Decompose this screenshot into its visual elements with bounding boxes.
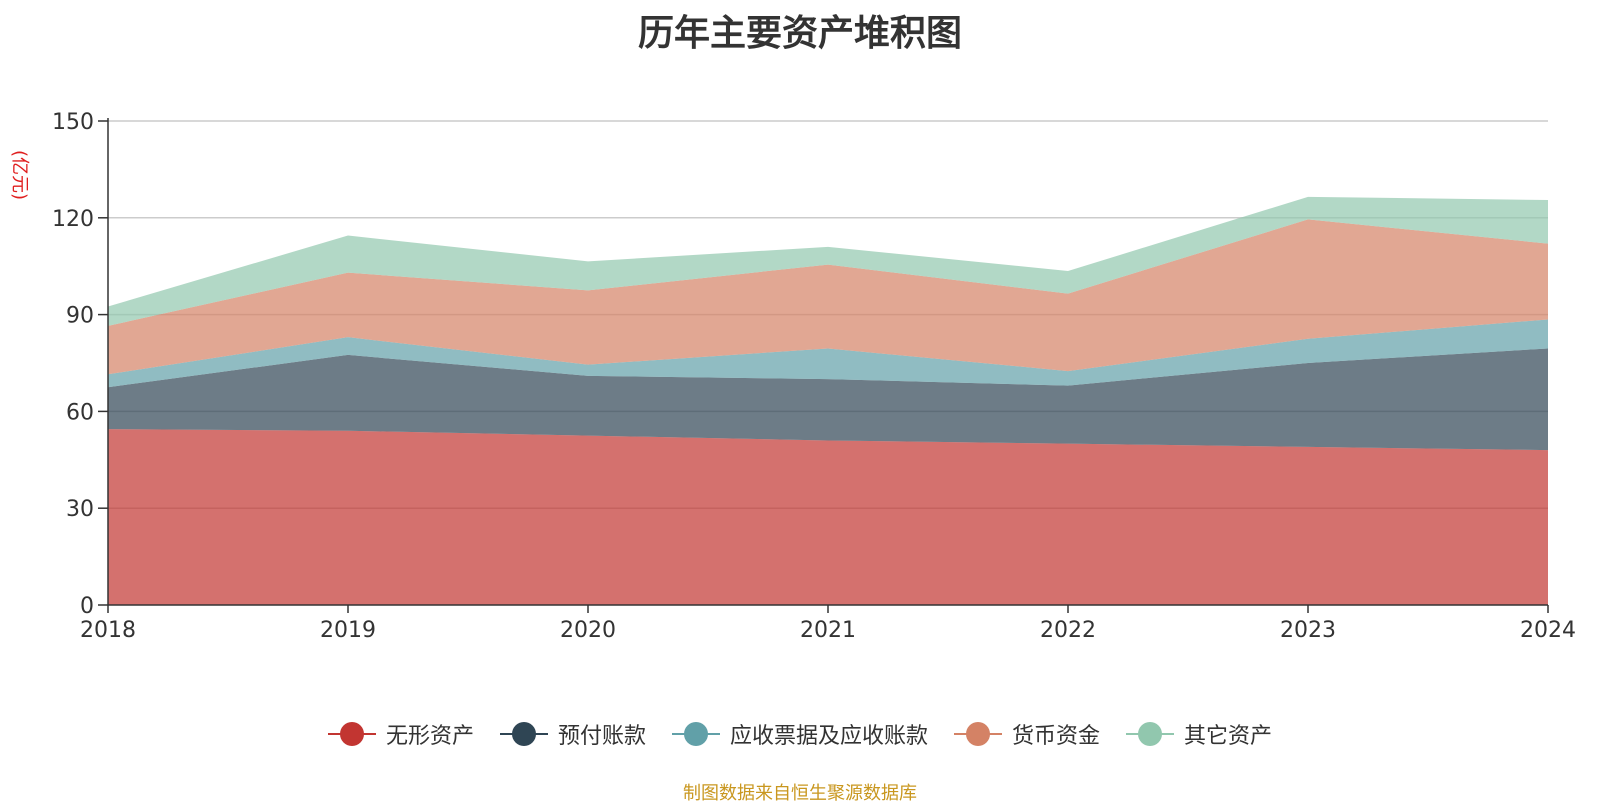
x-tick-label: 2019 (320, 618, 376, 643)
area-series-1 (108, 429, 1548, 605)
legend-label: 预付账款 (557, 724, 646, 749)
y-tick-label: 60 (66, 400, 94, 425)
data-source-note: 制图数据来自恒生聚源数据库 (683, 783, 917, 804)
legend-item-1[interactable]: 无形资产 (327, 718, 474, 750)
x-tick-label: 2023 (1280, 618, 1336, 643)
legend-marker-icon (499, 722, 548, 746)
legend-marker-icon (1126, 722, 1175, 746)
legend: 无形资产 预付账款 应收票据及应收账款 货币资金 其它资产 (0, 718, 1600, 750)
x-tick-label: 2021 (800, 618, 856, 643)
area-series-5 (108, 196, 1548, 326)
x-tick-label: 2024 (1520, 618, 1576, 643)
x-tick-label: 2022 (1040, 618, 1096, 643)
legend-item-4[interactable]: 货币资金 (954, 718, 1100, 750)
y-tick-label: 150 (52, 110, 94, 135)
legend-label: 无形资产 (385, 724, 474, 749)
area-series-3 (108, 319, 1548, 388)
legend-marker-icon (671, 722, 720, 746)
y-tick-label: 30 (66, 497, 94, 522)
legend-marker-icon (954, 722, 1002, 746)
axes: 0 30 60 90 120 150 2018 2019 2020 2021 2022 2023 202… (52, 110, 1576, 643)
legend-item-5[interactable]: 其它资产 (1126, 718, 1272, 750)
area-series-2 (108, 348, 1548, 451)
area-series-4 (108, 219, 1548, 375)
legend-label: 应收票据及应收账款 (729, 724, 928, 749)
legend-item-3[interactable]: 应收票据及应收账款 (671, 718, 928, 750)
y-tick-label: 0 (80, 594, 94, 619)
legend-label: 其它资产 (1184, 724, 1273, 749)
legend-marker-icon (327, 722, 376, 746)
area-series (108, 196, 1548, 605)
y-tick-label: 120 (52, 207, 94, 232)
x-tick-label: 2020 (560, 618, 616, 643)
y-tick-label: 90 (66, 304, 94, 329)
legend-item-2[interactable]: 预付账款 (499, 718, 646, 750)
x-tick-label: 2018 (80, 618, 136, 643)
legend-label: 货币资金 (1012, 724, 1101, 749)
chart-title: 历年主要资产堆积图 (637, 13, 962, 54)
